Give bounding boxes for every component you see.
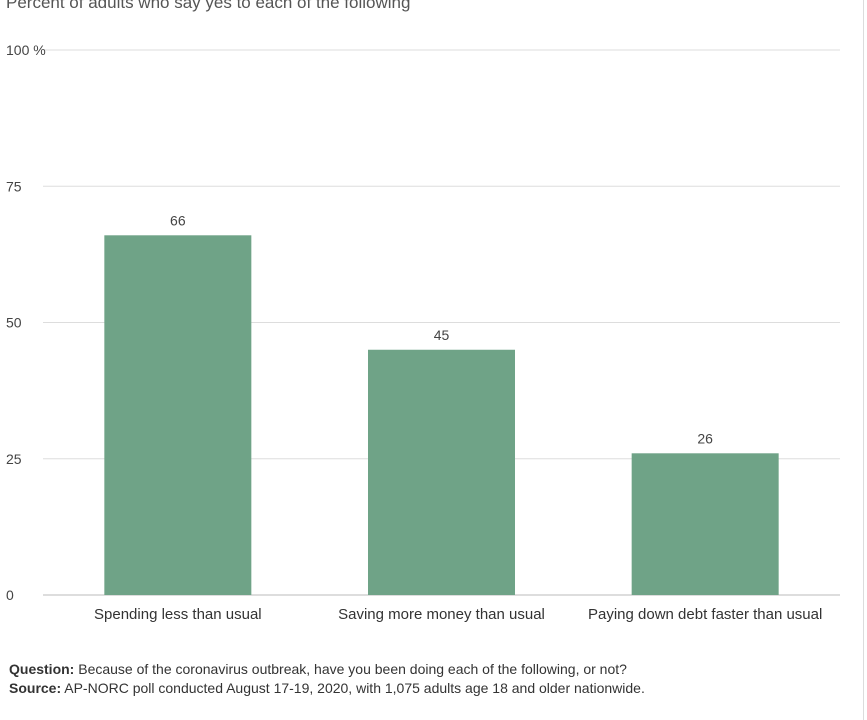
source-label: Source: bbox=[9, 680, 62, 696]
chart-subtitle: Percent of adults who say yes to each of… bbox=[6, 0, 411, 12]
bar-chart: 0 25 50 75 100 % 66 Spending less than usual 45… bbox=[6, 42, 840, 623]
value-label-2: 45 bbox=[434, 327, 450, 343]
value-label-3: 26 bbox=[697, 430, 713, 446]
right-divider bbox=[863, 0, 864, 720]
y-tick-label-75: 75 bbox=[6, 178, 22, 194]
y-tick-label-25: 25 bbox=[6, 451, 22, 467]
category-label-2: Saving more money than usual bbox=[338, 606, 545, 623]
question-label: Question: bbox=[9, 661, 75, 677]
category-label-3: Paying down debt faster than usual bbox=[588, 606, 822, 623]
bar-1 bbox=[104, 235, 252, 596]
source-note: Source: AP-NORC poll conducted August 17… bbox=[9, 679, 645, 698]
bar-2 bbox=[368, 349, 515, 595]
y-tick-label-50: 50 bbox=[6, 315, 22, 331]
y-tick-label-100: 100 % bbox=[6, 42, 46, 58]
value-label-1: 66 bbox=[170, 212, 186, 228]
source-text: AP-NORC poll conducted August 17-19, 202… bbox=[61, 680, 645, 696]
category-label-1: Spending less than usual bbox=[94, 606, 262, 623]
question-note: Question: Because of the coronavirus out… bbox=[9, 660, 645, 679]
chart-notes: Question: Because of the coronavirus out… bbox=[9, 660, 645, 698]
question-text: Because of the coronavirus outbreak, hav… bbox=[74, 661, 627, 677]
bar-3 bbox=[631, 453, 779, 595]
y-tick-label-0: 0 bbox=[6, 587, 14, 603]
